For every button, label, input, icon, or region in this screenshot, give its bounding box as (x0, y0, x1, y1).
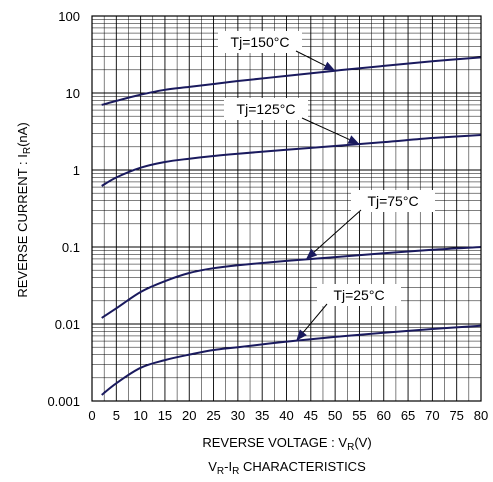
x-tick-label: 60 (377, 408, 391, 423)
x-tick-label: 70 (425, 408, 439, 423)
x-tick-label: 50 (328, 408, 342, 423)
x-tick-label: 40 (279, 408, 293, 423)
series-line-3 (101, 246, 482, 319)
x-tick-label: 10 (133, 408, 147, 423)
y-tick-label: 0.1 (62, 240, 80, 255)
x-tick-label: 55 (352, 408, 366, 423)
caption-main: V (208, 459, 217, 474)
y-tick-label: 100 (58, 9, 80, 24)
annotation-box (224, 98, 308, 120)
annotation-box (317, 284, 401, 306)
x-axis-title-sub: R (347, 442, 354, 453)
annotation-arrow-head (305, 248, 318, 260)
y-tick-label: 0.001 (47, 394, 80, 409)
caption-mid: -I (224, 459, 232, 474)
x-axis-title: REVERSE VOLTAGE : VR(V) (202, 435, 371, 453)
annotation-label: Tj=125°C (237, 101, 296, 117)
x-tick-label: 0 (88, 408, 95, 423)
series-line-1 (101, 56, 482, 106)
annotation-arrow-head (296, 329, 307, 341)
annotation-box (351, 190, 435, 212)
x-tick-labels: 0 5 10 15 20 25 30 35 40 45 50 55 60 65 70 75 80 (88, 408, 488, 423)
x-tick-label: 75 (449, 408, 463, 423)
chart-caption: VR-IR CHARACTERISTICS (208, 459, 366, 477)
annotation-arrow-head (323, 61, 336, 71)
annotation-arrow-shaft (295, 50, 326, 67)
x-tick-label: 45 (304, 408, 318, 423)
series-curves (101, 56, 482, 396)
x-tick-label: 30 (231, 408, 245, 423)
annotation-box (218, 31, 302, 53)
y-tick-labels: 0.001 0.01 0.1 1 10 100 (47, 9, 80, 409)
series-line-2 (101, 134, 482, 187)
x-tick-label: 65 (401, 408, 415, 423)
annotation-arrow-shaft (301, 117, 350, 140)
x-tick-label: 20 (182, 408, 196, 423)
y-axis-title-sub: R (22, 147, 33, 154)
x-tick-label: 15 (158, 408, 172, 423)
y-axis-title: REVERSE CURRENT : IR(nA) (15, 122, 33, 297)
caption-tail: CHARACTERISTICS (239, 459, 366, 474)
caption-sub2: R (232, 466, 239, 477)
y-tick-label: 0.01 (55, 317, 80, 332)
x-axis-title-main: REVERSE VOLTAGE : V (202, 435, 347, 450)
annotation-label: Tj=25°C (333, 287, 384, 303)
y-tick-label: 1 (73, 163, 80, 178)
annotation-arrow-head (347, 135, 360, 145)
annotations: Tj=150°C Tj=125°C Tj=75°C Tj=25°C (218, 31, 435, 341)
x-tick-label: 80 (474, 408, 488, 423)
annotation-label: Tj=75°C (367, 193, 418, 209)
caption-sub1: R (217, 466, 224, 477)
annotation-label: Tj=150°C (231, 34, 290, 50)
y-axis-title-main: REVERSE CURRENT : I (15, 154, 30, 298)
plot-frame (91, 15, 482, 402)
x-tick-label: 35 (255, 408, 269, 423)
annotation-arrow-shaft (313, 209, 362, 253)
x-tick-label: 5 (113, 408, 120, 423)
x-axis-title-tail: (V) (354, 435, 371, 450)
y-axis-title-tail: (nA) (15, 122, 30, 147)
y-tick-label: 10 (66, 86, 80, 101)
x-tick-label: 25 (206, 408, 220, 423)
annotation-arrow-shaft (302, 303, 328, 333)
series-line-4 (101, 324, 482, 396)
